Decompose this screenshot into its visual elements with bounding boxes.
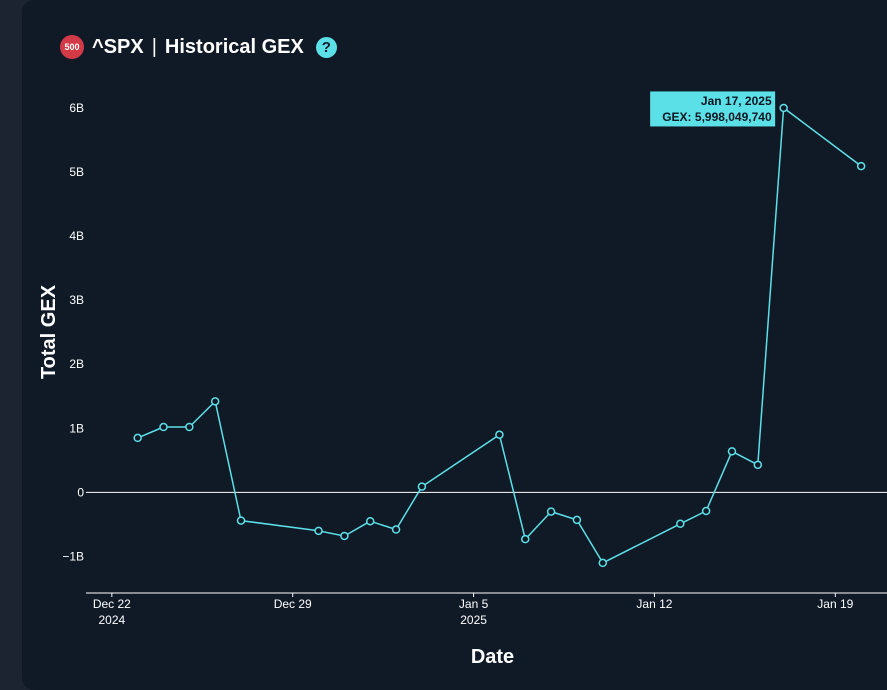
- data-point: [753, 460, 763, 470]
- data-point: [391, 525, 401, 534]
- data-point: [779, 103, 788, 113]
- x-axis-title: Date: [471, 646, 514, 668]
- x-tick-label: Jan 19: [817, 597, 853, 611]
- x-tick-sublabel: 2025: [460, 613, 487, 627]
- ticker-symbol: ^SPX: [92, 35, 144, 58]
- x-tick-label: Jan 5: [459, 597, 489, 611]
- chart-name: Historical GEX: [164, 35, 304, 58]
- y-tick-label: 1B: [69, 421, 84, 435]
- x-tick-label: Dec 29: [274, 597, 312, 611]
- x-tick-label: Jan 12: [636, 597, 672, 611]
- x-tick-sublabel: 2024: [98, 613, 125, 627]
- data-point: [727, 447, 737, 456]
- y-tick-label: 4B: [69, 229, 84, 243]
- data-point: [365, 516, 375, 526]
- data-point: [676, 519, 685, 529]
- data-point: [495, 430, 504, 439]
- tooltip-value: GEX: 5,998,049,740: [662, 110, 772, 124]
- data-point: [133, 433, 142, 443]
- chart-header: 500 ^SPX | Historical GEX ?: [60, 34, 337, 60]
- data-point: [598, 558, 608, 568]
- data-point: [185, 422, 194, 432]
- help-icon[interactable]: ?: [315, 36, 337, 58]
- data-point: [546, 507, 556, 516]
- data-point: [159, 422, 168, 432]
- data-point: [417, 482, 427, 491]
- data-point: [314, 526, 323, 536]
- gex-line-chart: −1B 0 1B 2B 3B 4B 5B 6B Dec 22 2024 Dec 29 Jan 5 202…: [38, 90, 887, 668]
- y-tick-label: 0: [77, 485, 84, 499]
- title-separator: |: [151, 35, 157, 58]
- y-tick-label: 3B: [69, 293, 84, 307]
- series-line: [137, 107, 862, 564]
- tooltip-date: Jan 17, 2025: [701, 94, 772, 108]
- data-point: [572, 515, 582, 525]
- tooltip-box: [649, 90, 777, 128]
- index-badge: 500: [60, 35, 84, 59]
- data-point: [210, 397, 220, 406]
- data-point: [521, 534, 530, 544]
- y-tick-label: 6B: [69, 101, 84, 115]
- data-point: [701, 506, 711, 516]
- y-tick-label: 5B: [69, 165, 84, 179]
- y-tick-label: 2B: [69, 357, 84, 371]
- data-point: [856, 161, 866, 171]
- x-tick-label: Dec 22: [93, 597, 131, 611]
- y-axis-title: Total GEX: [38, 284, 60, 379]
- data-point: [236, 516, 246, 525]
- y-tick-label: −1B: [62, 549, 84, 563]
- data-point: [340, 531, 349, 541]
